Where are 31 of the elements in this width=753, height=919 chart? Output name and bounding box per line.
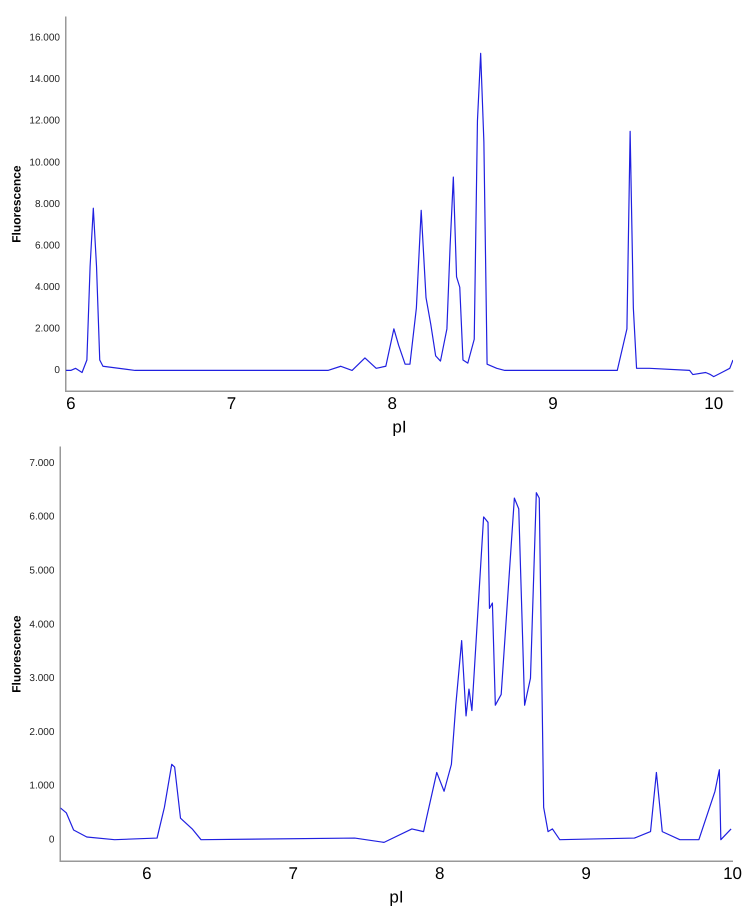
y-tick-label: 0 (54, 365, 60, 376)
x-tick-label: 6 (142, 864, 152, 884)
y-tick-label: 12.000 (29, 116, 60, 127)
x-tick-label: 7 (288, 864, 298, 884)
y-tick-label: 6.000 (29, 512, 55, 523)
x-tick-label: 6 (66, 394, 76, 414)
y-tick-label: 7.000 (29, 458, 55, 469)
y-tick-label: 5.000 (29, 565, 55, 576)
y-tick-label: 1.000 (29, 780, 55, 792)
y-tick-label: 0 (48, 834, 55, 846)
x-axis-title: pI (389, 887, 404, 906)
x-tick-label: 7 (226, 394, 236, 414)
y-tick-label: 6.000 (34, 240, 60, 252)
x-tick-label: 10 (723, 864, 742, 884)
y-tick-label: 2.000 (29, 726, 55, 738)
x-tick-label: 9 (581, 864, 591, 884)
y-tick-label: 4.000 (34, 282, 60, 294)
y-axis-title: Fluorescence (10, 165, 24, 243)
y-tick-label: 2.000 (34, 324, 60, 335)
y-tick-label: 8.000 (34, 198, 60, 210)
y-tick-label: 16.000 (29, 32, 60, 44)
y-tick-label: 14.000 (29, 74, 60, 86)
x-tick-label: 10 (704, 394, 724, 414)
x-tick-label: 9 (548, 394, 558, 414)
y-axis-title: Fluorescence (10, 615, 24, 693)
y-tick-label: 4.000 (29, 619, 55, 630)
y-tick-label: 10.000 (29, 157, 60, 168)
y-tick-label: 3.000 (29, 673, 55, 684)
x-tick-label: 8 (434, 864, 444, 884)
x-tick-label: 8 (388, 394, 397, 414)
x-axis-title: pI (392, 417, 407, 436)
